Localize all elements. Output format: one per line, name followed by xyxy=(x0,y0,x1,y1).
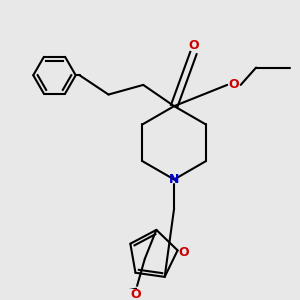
Text: O: O xyxy=(131,288,141,300)
Text: N: N xyxy=(169,173,179,186)
Text: O: O xyxy=(178,246,189,259)
Text: O: O xyxy=(229,78,239,92)
Text: O: O xyxy=(188,39,199,52)
